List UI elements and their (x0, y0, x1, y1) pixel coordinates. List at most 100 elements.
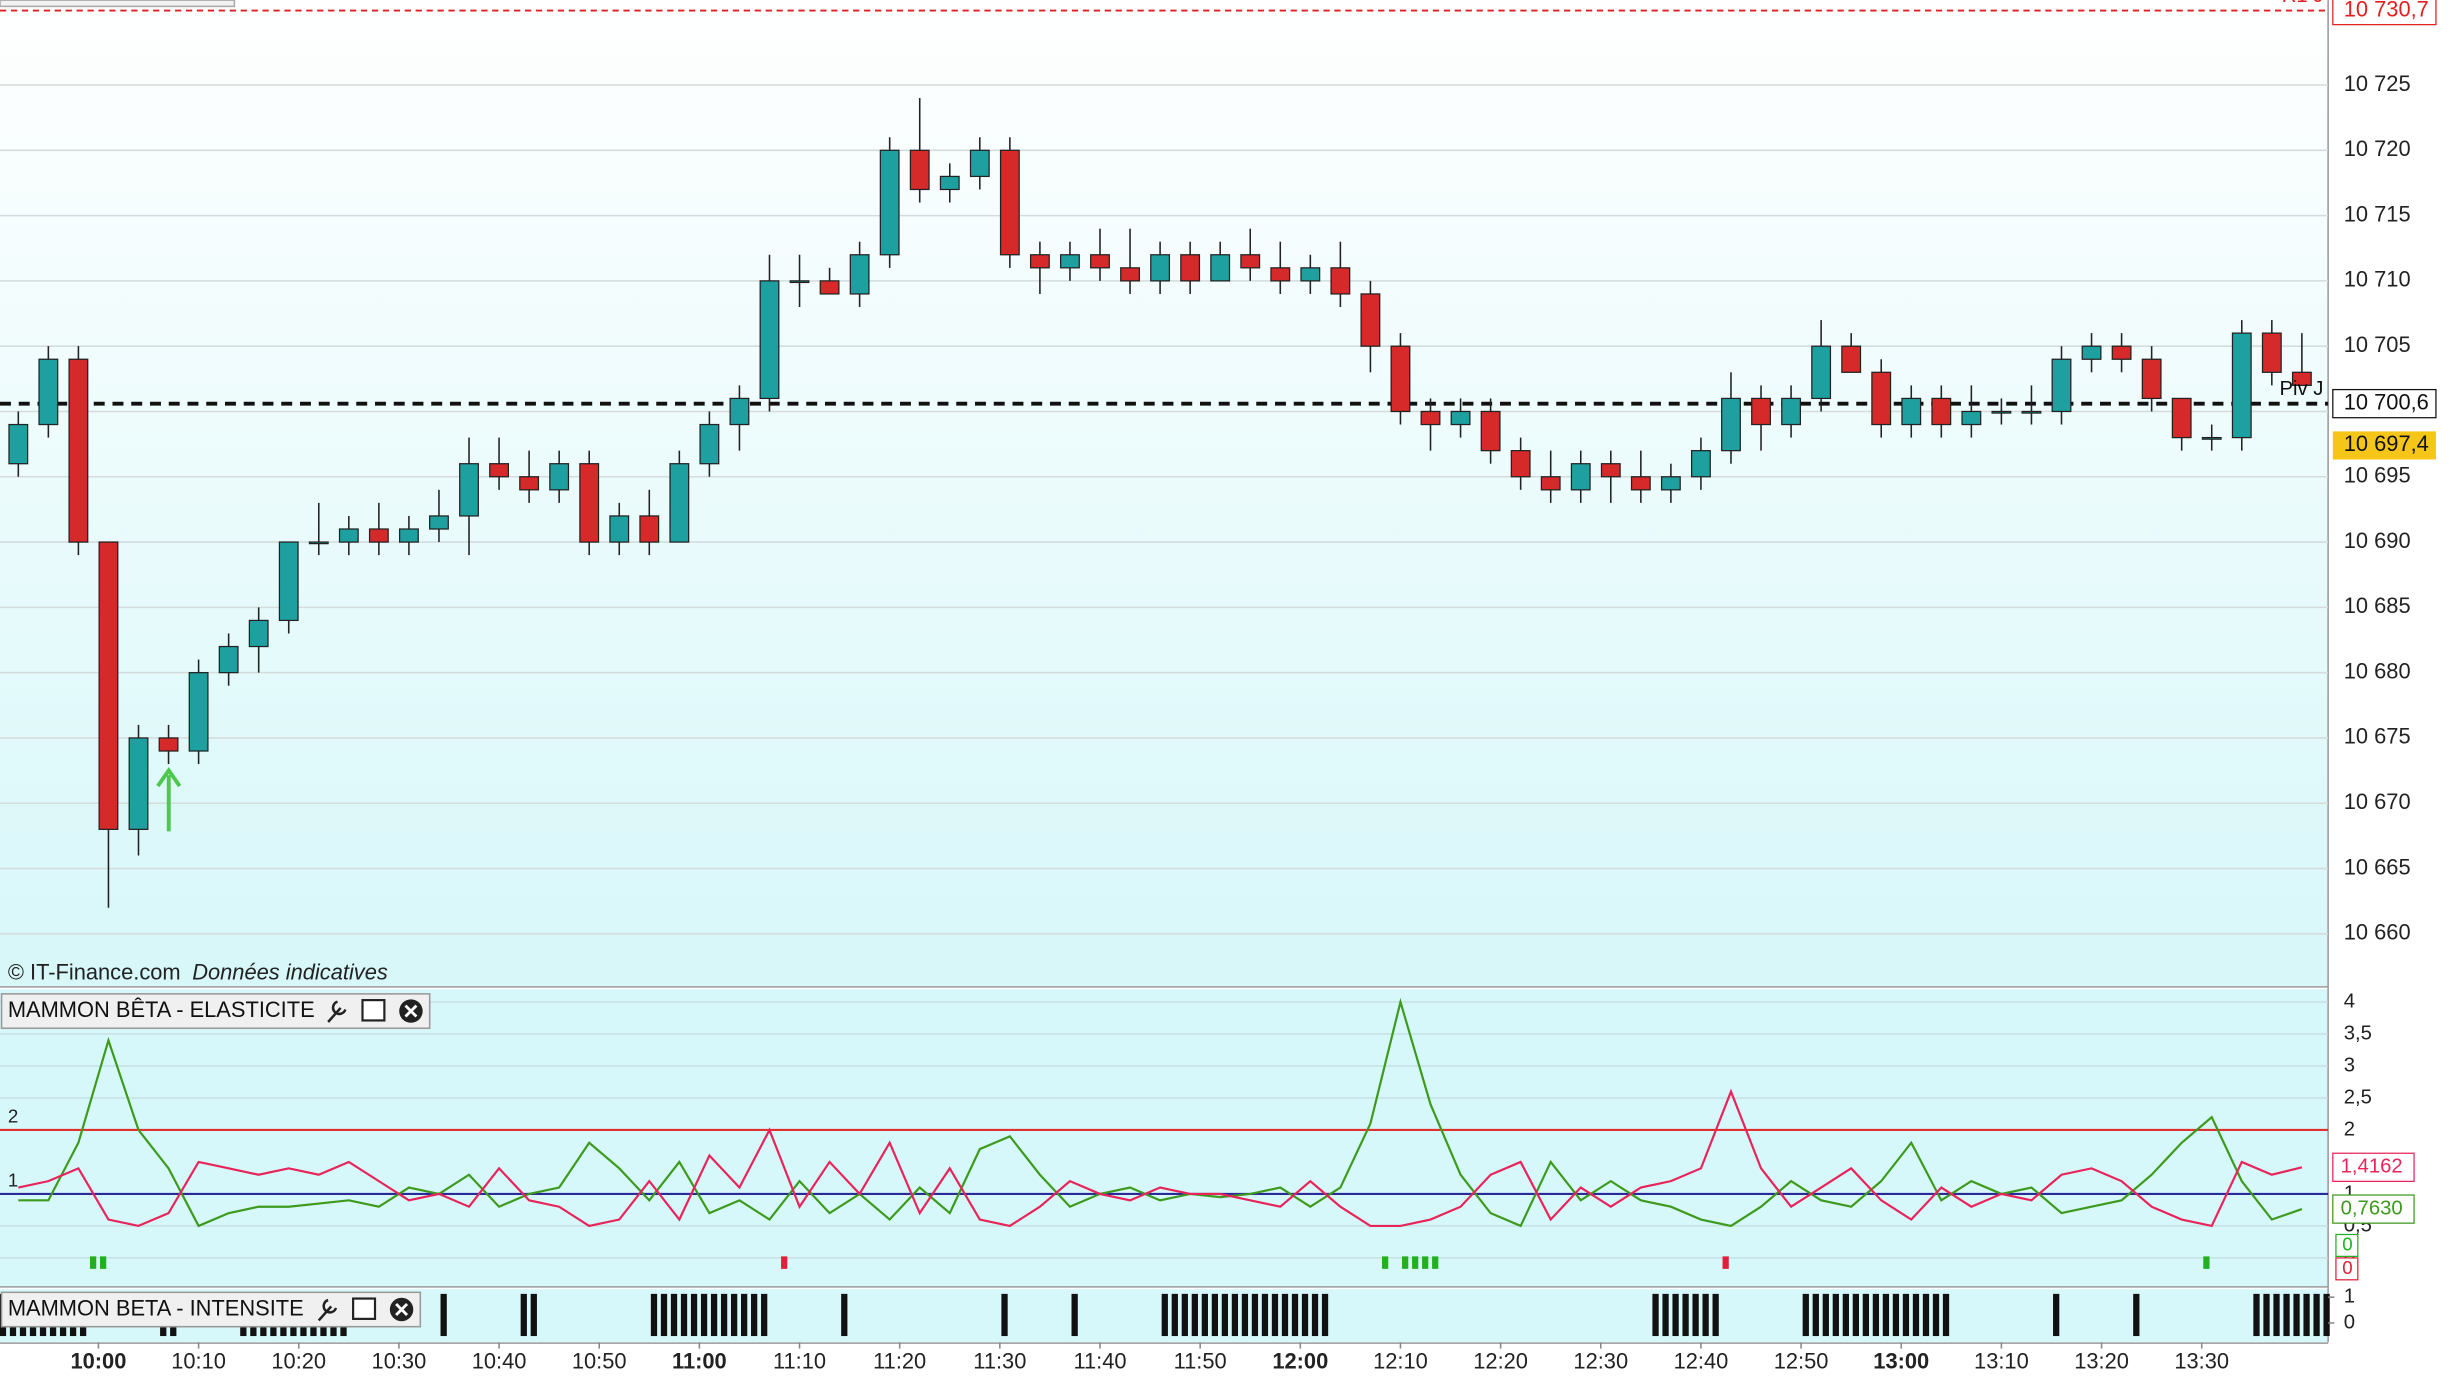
intensity-bar (1271, 1293, 1279, 1337)
candle-body (1570, 463, 1591, 491)
signal-mark (1422, 1256, 1429, 1269)
intensity-bar (741, 1293, 748, 1337)
intensity-bar (1852, 1293, 1859, 1337)
x-tick-label: 11:00 (672, 1348, 727, 1373)
candle-body (2051, 358, 2072, 413)
axis-labels: 10 660 10 665 10 670 10 675 10 680 10 685 10 6… (8, 0, 2437, 1373)
intensity-bar (2313, 1293, 2320, 1337)
intensity-bar (2133, 1293, 2140, 1337)
elasticity-panel (0, 989, 2329, 1287)
intensity-bar (1882, 1293, 1890, 1337)
level-box (2332, 0, 2437, 26)
intensity-bar (2283, 1293, 2290, 1337)
candle-body (1811, 345, 1832, 400)
candle-body (1090, 254, 1110, 269)
intensity-bar (1912, 1293, 1920, 1337)
candle-body (1901, 397, 1922, 426)
candle-body (819, 280, 840, 295)
intensity-bar (660, 1293, 668, 1337)
candle-body (98, 541, 119, 830)
x-tick-label: 13:10 (1974, 1348, 2029, 1373)
x-tick-label: 12:40 (1674, 1348, 1729, 1373)
x-tick-label: 12:30 (1573, 1348, 1628, 1373)
candle-body (1721, 397, 1741, 452)
candle-body (879, 149, 900, 256)
candle-body (2231, 332, 2252, 439)
y-tick-label: 10 725 (2344, 71, 2411, 96)
intensity-bar (1922, 1293, 1930, 1337)
y-tick-label: 3 (2344, 1054, 2355, 1076)
x-tick-label: 10:40 (472, 1348, 527, 1373)
y-tick-label: 4 (2344, 990, 2355, 1012)
toolbar-stub (0, 0, 236, 8)
candle-body (1991, 410, 2012, 414)
candle-body (939, 175, 960, 191)
intensity-bar (1812, 1293, 1819, 1337)
y-tick-label: 10 665 (2344, 854, 2411, 879)
y-tick-label: 1 (2344, 1182, 2355, 1204)
y-tick-label: 10 710 (2344, 267, 2411, 292)
chart-layer (0, 9, 2330, 1337)
candle-body (128, 737, 149, 830)
intensity-bar (2263, 1293, 2270, 1337)
x-tick-label: 10:30 (372, 1348, 427, 1373)
intensity-bar (1862, 1293, 1870, 1337)
y-tick-label: 0 (2344, 1311, 2355, 1333)
intensity-bar (1872, 1293, 1880, 1337)
signal-mark (1382, 1256, 1389, 1269)
intensity-bar (1291, 1293, 1299, 1337)
level-label: 10 700,6 (2344, 389, 2429, 414)
last-price-label: 10 697,4 (2344, 431, 2429, 456)
note-text: Données indicatives (192, 959, 388, 984)
candle-body (1510, 450, 1531, 478)
candle-body (1060, 254, 1080, 269)
series-line (18, 1088, 2303, 1228)
level-label: 2 (8, 1105, 18, 1126)
candle-body (1961, 410, 1982, 426)
candle-body (1450, 410, 1471, 426)
candle-body (699, 423, 720, 465)
intensity-bar (1171, 1293, 1178, 1337)
candle-body (338, 528, 359, 543)
window-icon[interactable] (361, 999, 386, 1022)
y-tick-label: 2 (2344, 1118, 2355, 1140)
candle-body (639, 515, 660, 543)
candle-body (38, 358, 59, 426)
candle-body (1630, 476, 1651, 491)
candle-body (999, 149, 1020, 256)
y-tick-label: 10 685 (2344, 593, 2411, 618)
intensity-bar (730, 1293, 738, 1337)
settings-icon[interactable] (327, 1000, 347, 1023)
last-value-box (2332, 1194, 2415, 1224)
candle-body (1270, 267, 1291, 282)
candle-body (1150, 254, 1171, 282)
panel-title: MAMMON BETA - INTENSITE (8, 1295, 304, 1320)
candle-body (1390, 345, 1411, 413)
candle-body (248, 619, 269, 648)
intensity-bar (1702, 1293, 1709, 1337)
x-tick-label: 10:10 (171, 1348, 226, 1373)
settings-icon[interactable] (317, 1298, 338, 1322)
intensity-bar (1902, 1293, 1910, 1337)
intensity-bar (440, 1293, 447, 1337)
intensity-bar (1161, 1293, 1168, 1337)
y-tick-label: 10 720 (2344, 136, 2411, 161)
last-value-label: 1,4162 (2341, 1156, 2403, 1178)
y-tick-label: 10 675 (2344, 724, 2411, 749)
candle-body (2021, 410, 2042, 414)
signal-value: 0 (2342, 1257, 2352, 1278)
intensity-bar (1692, 1293, 1699, 1337)
candle-body (2201, 436, 2222, 440)
candle-body (2141, 358, 2162, 400)
intensity-bar (1251, 1293, 1259, 1337)
candle-body (849, 254, 870, 295)
intensity-bar (761, 1293, 768, 1337)
candle-body (459, 463, 479, 517)
window-icon[interactable] (352, 1297, 377, 1320)
intensity-bar (1221, 1293, 1229, 1337)
intensity-bar (670, 1293, 678, 1337)
signal-value-box (2335, 1233, 2359, 1257)
x-tick-label: 10:20 (271, 1348, 326, 1373)
x-tick-label: 12:10 (1373, 1348, 1428, 1373)
